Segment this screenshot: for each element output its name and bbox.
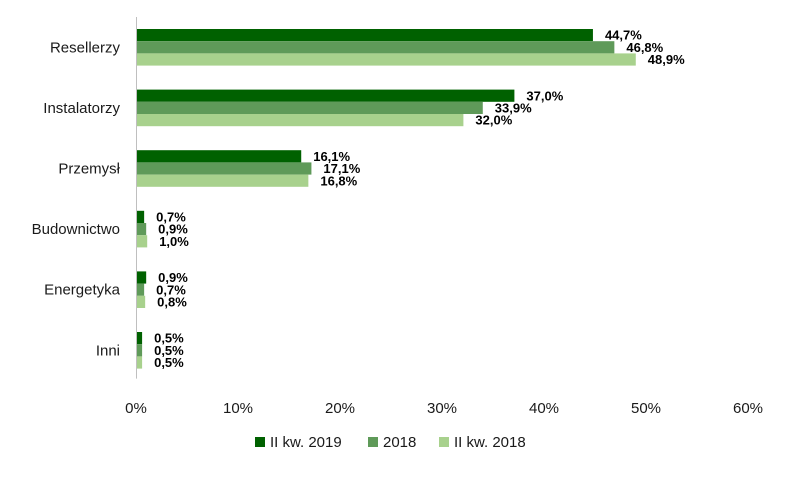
- bar: [137, 356, 143, 369]
- data-label: 17,1%: [323, 161, 360, 176]
- legend-label: II kw. 2019: [270, 434, 342, 451]
- data-label: 0,5%: [154, 355, 184, 370]
- x-axis-tick-labels: 0% 10% 20% 30% 40% 50% 60%: [125, 400, 763, 417]
- x-tick-label: 30%: [427, 400, 457, 417]
- bar: [137, 150, 302, 163]
- data-label: 0,5%: [154, 331, 184, 346]
- data-label: 0,7%: [156, 210, 186, 225]
- bar: [137, 41, 615, 54]
- x-tick-label: 0%: [125, 400, 147, 417]
- x-tick-label: 40%: [529, 400, 559, 417]
- category-label: Budownictwo: [32, 221, 120, 238]
- category-labels: Resellerzy Instalatorzy Przemysł Budownictw…: [32, 39, 121, 359]
- legend-swatch: [255, 437, 265, 447]
- data-label: 33,9%: [495, 101, 532, 116]
- bar: [137, 101, 483, 114]
- bar: [137, 29, 593, 42]
- data-label: 1,0%: [159, 234, 189, 249]
- data-label: 0,9%: [158, 270, 188, 285]
- x-tick-label: 60%: [733, 400, 763, 417]
- data-label: 0,7%: [156, 282, 186, 297]
- legend-swatch: [439, 437, 449, 447]
- bar: [137, 223, 147, 236]
- bar: [137, 344, 143, 357]
- data-label: 0,9%: [158, 222, 188, 237]
- category-label: Resellerzy: [50, 39, 121, 56]
- bar: [137, 174, 309, 187]
- bar: [137, 283, 145, 296]
- data-label: 48,9%: [648, 52, 685, 67]
- bar: [137, 235, 148, 248]
- data-label: 0,5%: [154, 343, 184, 358]
- category-label: Instalatorzy: [43, 100, 120, 117]
- bar: [137, 114, 464, 127]
- bar: [137, 332, 143, 345]
- legend: II kw. 2019 2018 II kw. 2018: [255, 434, 526, 451]
- bar: [137, 271, 147, 284]
- bar: [137, 53, 636, 66]
- data-label: 32,0%: [475, 113, 512, 128]
- bar: [137, 162, 312, 175]
- category-label: Energetyka: [44, 282, 121, 299]
- legend-label: II kw. 2018: [454, 434, 526, 451]
- x-tick-label: 10%: [223, 400, 253, 417]
- bar: [137, 89, 515, 102]
- legend-label: 2018: [383, 434, 416, 451]
- data-label: 16,8%: [320, 173, 357, 188]
- x-tick-label: 50%: [631, 400, 661, 417]
- data-label: 16,1%: [313, 149, 350, 164]
- data-labels: 44,7%46,8%48,9% 37,0%33,9%32,0% 16,1%17,1%…: [154, 28, 685, 370]
- bar: [137, 210, 145, 223]
- legend-swatch: [368, 437, 378, 447]
- bar: [137, 295, 146, 308]
- data-label: 37,0%: [526, 88, 563, 103]
- category-label: Przemysł: [58, 161, 120, 178]
- x-tick-label: 20%: [325, 400, 355, 417]
- data-label: 0,8%: [157, 295, 187, 310]
- bars: [137, 29, 636, 369]
- category-label: Inni: [96, 342, 120, 359]
- data-label: 44,7%: [605, 28, 642, 43]
- data-label: 46,8%: [626, 40, 663, 55]
